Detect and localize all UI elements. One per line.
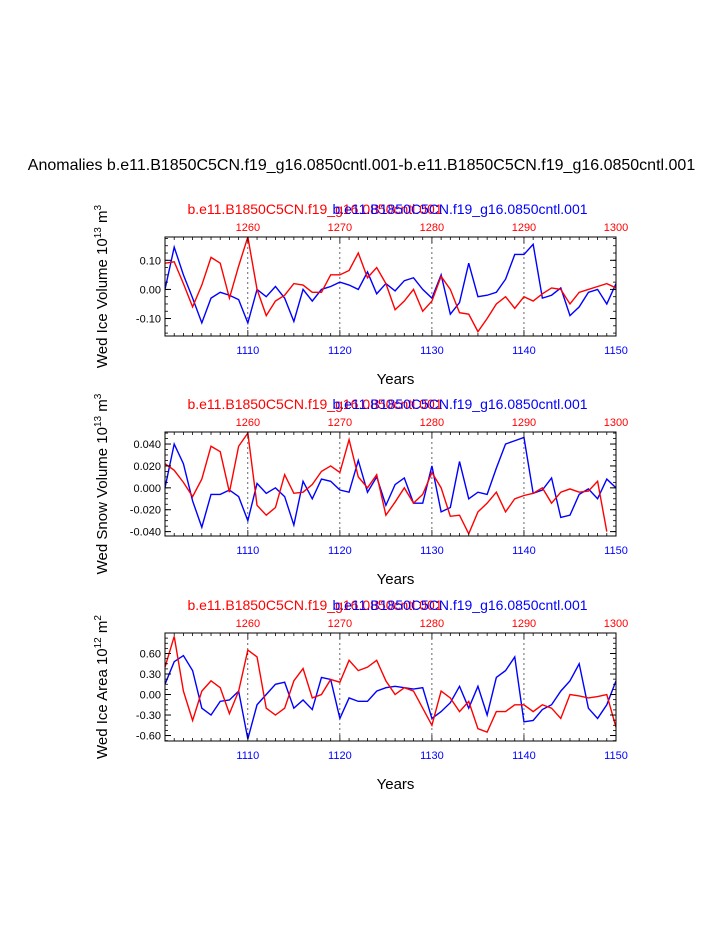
panel-0-ytick-label-1: 0.00 bbox=[140, 284, 161, 296]
panel-0-series-red bbox=[165, 237, 616, 333]
panel-2-xtick-label-top-3: 1290 bbox=[512, 618, 536, 630]
panel-0-xlabel: Years bbox=[377, 371, 415, 388]
panel-1-xtick-label-bottom-2: 1130 bbox=[420, 545, 444, 557]
panel-1-ylabel-text: Wed Snow Volume 10 bbox=[94, 427, 111, 574]
panel-0-xtick-label-bottom-1: 1120 bbox=[328, 345, 352, 357]
main-title: Anomalies b.e11.B1850C5CN.f19_g16.0850cn… bbox=[28, 157, 696, 174]
panel-2-xtick-label-bottom-2: 1130 bbox=[420, 750, 444, 762]
panel-0-xtick-label-top-3: 1290 bbox=[512, 222, 536, 234]
panel-2-ylabel-unit: m bbox=[94, 621, 111, 638]
panel-2-xtick-label-top-0: 1260 bbox=[236, 618, 260, 630]
panel-1-ylabel-unit: m bbox=[94, 399, 111, 416]
panel-1-ylabel: Wed Snow Volume 1013 m3 bbox=[93, 393, 111, 574]
panel-1-ytick-label-4: 0.040 bbox=[133, 439, 161, 451]
panel-1-xlabel: Years bbox=[377, 571, 415, 588]
panel-1-title-blue: b.e11.B1850C5CN.f19_g16.0850cntl.001 bbox=[332, 396, 587, 412]
panel-0-ylabel-unit: m bbox=[94, 210, 111, 227]
panel-1-xtick-label-top-2: 1280 bbox=[420, 417, 444, 429]
panel-0-ylabel-text: Wed Ice Volume 10 bbox=[94, 238, 111, 368]
panel-1-xtick-label-top-4: 1300 bbox=[604, 417, 628, 429]
panel-0-series-blue bbox=[165, 242, 616, 326]
panel-2-axes-frame bbox=[164, 632, 617, 742]
panel-1-axes-frame bbox=[164, 431, 617, 537]
panel-2-ytick-label-0: -0.60 bbox=[136, 731, 161, 743]
panel-0-xtick-label-top-2: 1280 bbox=[420, 222, 444, 234]
panel-2-ylabel-exp: 12 bbox=[93, 637, 104, 649]
panel-2-xtick-label-bottom-3: 1140 bbox=[512, 750, 536, 762]
panel-1-title-red: b.e11.B1850C5CN.f19_g16.0850cntl.001 bbox=[187, 396, 442, 412]
panel-0-title-red: b.e11.B1850C5CN.f19_g16.0850cntl.001 bbox=[187, 201, 442, 217]
panel-2-ytick-label-4: 0.60 bbox=[140, 649, 161, 661]
panel-0-ytick-label-0: -0.10 bbox=[136, 314, 161, 326]
panel-1-ytick-label-3: 0.020 bbox=[133, 461, 161, 473]
panel-2-title-red: b.e11.B1850C5CN.f19_g16.0850cntl.001 bbox=[187, 597, 442, 613]
panel-0-ytick-label-2: 0.10 bbox=[140, 255, 161, 267]
panel-2-xtick-label-top-4: 1300 bbox=[604, 618, 628, 630]
panel-snow-volume: -0.040 -0.020 0.000 0.020 0.040 1110 1120 1130 1… bbox=[93, 393, 628, 588]
panel-1-xtick-label-bottom-3: 1140 bbox=[512, 545, 536, 557]
panel-1-series-blue bbox=[165, 436, 616, 530]
panel-0-xtick-label-top-0: 1260 bbox=[236, 222, 260, 234]
panel-1-xtick-label-bottom-0: 1110 bbox=[236, 545, 259, 557]
panel-2-ytick-label-3: 0.30 bbox=[140, 669, 161, 681]
panel-0-ylabel: Wed Ice Volume 1013 m3 bbox=[93, 204, 111, 368]
panel-2-xtick-label-bottom-0: 1110 bbox=[236, 750, 259, 762]
panel-0-xtick-label-top-4: 1300 bbox=[604, 222, 628, 234]
panel-1-xtick-label-bottom-4: 1150 bbox=[604, 545, 628, 557]
panel-2-xtick-label-bottom-1: 1120 bbox=[328, 750, 352, 762]
panel-0-title-blue: b.e11.B1850C5CN.f19_g16.0850cntl.001 bbox=[332, 201, 587, 217]
panel-ice-area: -0.60 -0.30 0.00 0.30 0.60 1110 1120 1130 1140 11… bbox=[93, 597, 628, 793]
panel-2-xtick-label-top-2: 1280 bbox=[420, 618, 444, 630]
panel-1-xtick-label-top-3: 1290 bbox=[512, 417, 536, 429]
panel-1-ylabel-exp: 13 bbox=[93, 415, 104, 427]
panel-ice-volume: -0.10 0.00 0.10 1110 1120 1130 1140 1150 1260 127… bbox=[93, 201, 628, 388]
panel-1-xtick-label-top-1: 1270 bbox=[328, 417, 352, 429]
panel-2-ylabel-text: Wed Ice Area 10 bbox=[94, 648, 111, 759]
panel-0-ylabel-exp: 13 bbox=[93, 227, 104, 239]
panel-2-xtick-label-bottom-4: 1150 bbox=[604, 750, 628, 762]
panel-1-xtick-label-bottom-1: 1120 bbox=[328, 545, 352, 557]
panel-2-ytick-label-2: 0.00 bbox=[140, 690, 161, 702]
panel-0-xtick-label-top-1: 1270 bbox=[328, 222, 352, 234]
panel-1-ytick-label-2: 0.000 bbox=[133, 483, 161, 495]
panel-1-ytick-label-1: -0.020 bbox=[130, 505, 161, 517]
panel-2-xlabel: Years bbox=[377, 776, 415, 793]
panel-0-axes-frame bbox=[164, 236, 617, 337]
panel-2-ylabel-unit-exp: 2 bbox=[93, 615, 104, 621]
panel-2-series-red bbox=[165, 636, 616, 733]
panel-2-series-blue bbox=[165, 654, 616, 740]
panel-2-title-blue: b.e11.B1850C5CN.f19_g16.0850cntl.001 bbox=[332, 597, 587, 613]
panel-2-ytick-label-1: -0.30 bbox=[136, 710, 161, 722]
panel-2-ylabel: Wed Ice Area 1012 m2 bbox=[93, 615, 111, 759]
panel-2-xtick-label-top-1: 1270 bbox=[328, 618, 352, 630]
panel-0-ylabel-unit-exp: 3 bbox=[93, 204, 104, 210]
panel-0-xtick-label-bottom-0: 1110 bbox=[236, 345, 259, 357]
panel-0-xtick-label-bottom-3: 1140 bbox=[512, 345, 536, 357]
panel-0-xtick-label-bottom-2: 1130 bbox=[420, 345, 444, 357]
panel-0-xtick-label-bottom-4: 1150 bbox=[604, 345, 628, 357]
panel-1-ylabel-unit-exp: 3 bbox=[93, 393, 104, 399]
panel-1-xtick-label-top-0: 1260 bbox=[236, 417, 260, 429]
panel-1-ytick-label-0: -0.040 bbox=[130, 527, 161, 539]
panel-1-series-red bbox=[165, 432, 608, 536]
